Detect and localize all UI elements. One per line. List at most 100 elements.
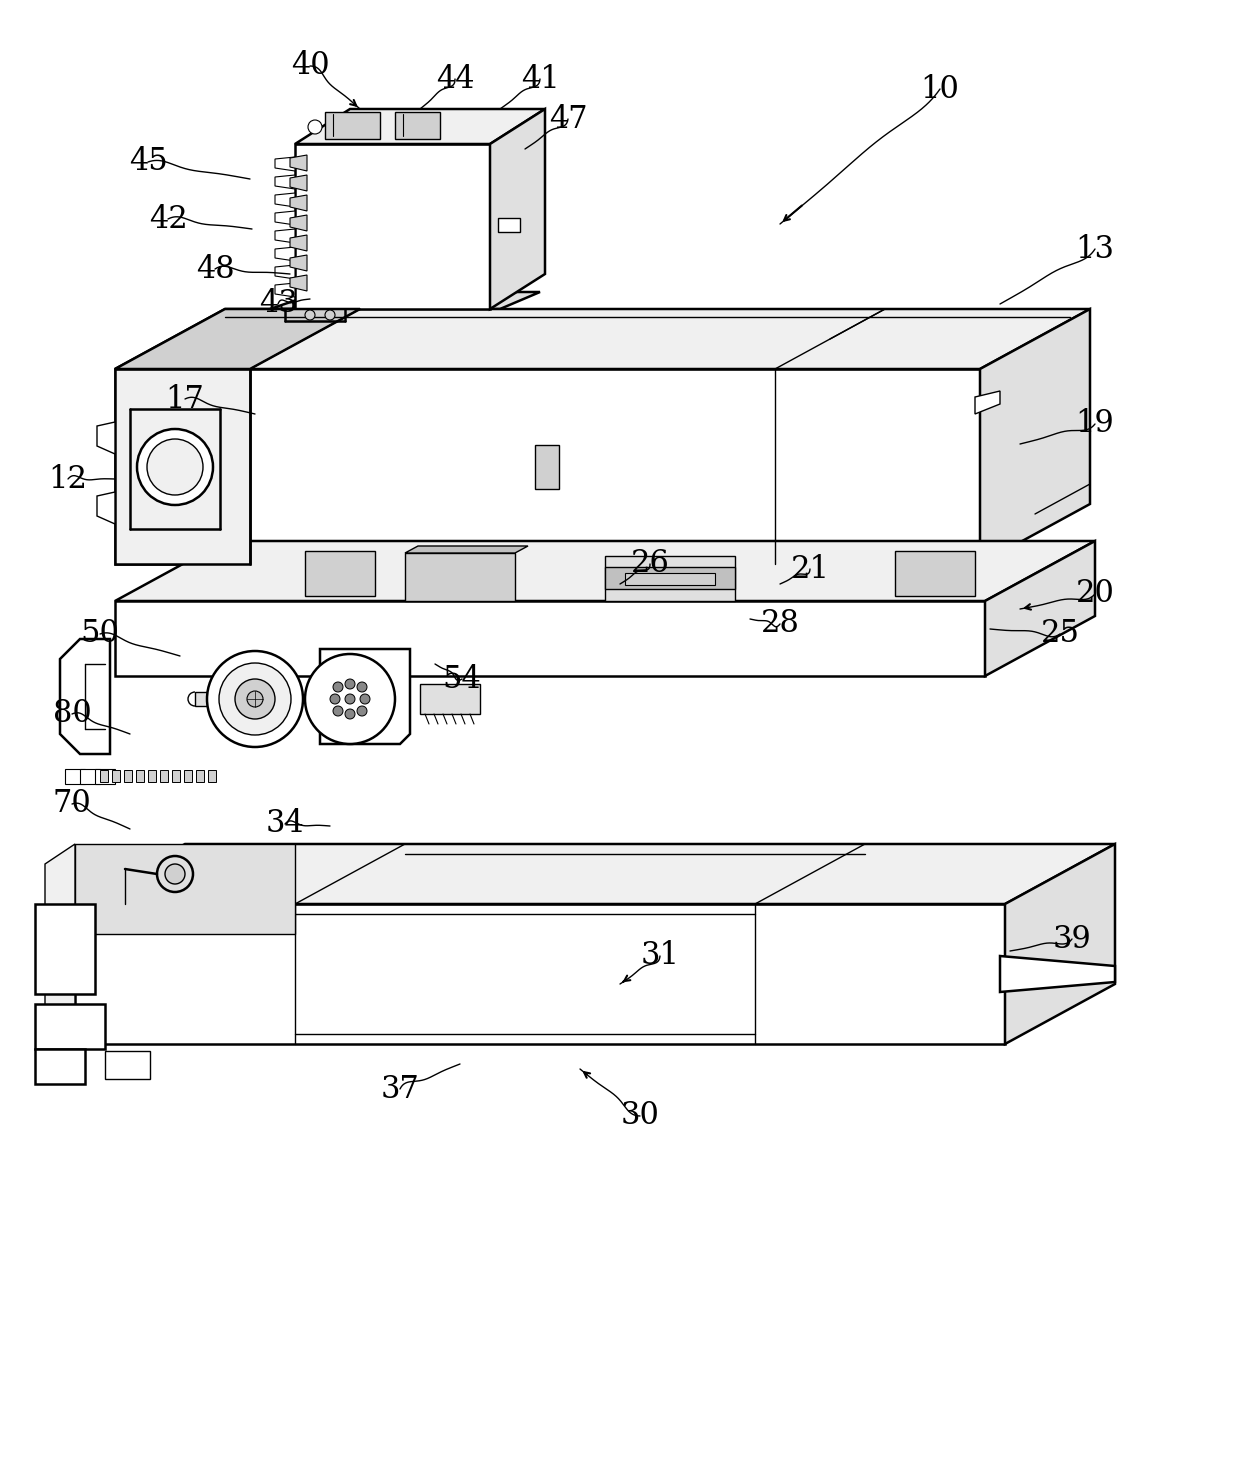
Polygon shape: [74, 845, 295, 934]
Polygon shape: [405, 546, 528, 553]
Bar: [305, 550, 374, 596]
Bar: [498, 218, 520, 231]
Circle shape: [308, 120, 322, 135]
Circle shape: [345, 679, 355, 690]
Polygon shape: [115, 309, 360, 369]
Text: 28: 28: [760, 609, 800, 640]
Bar: [100, 770, 108, 782]
Polygon shape: [81, 769, 100, 785]
Polygon shape: [980, 309, 1090, 564]
Polygon shape: [320, 649, 410, 744]
Polygon shape: [295, 108, 546, 143]
Text: 70: 70: [52, 789, 92, 820]
Circle shape: [357, 682, 367, 692]
Circle shape: [148, 439, 203, 495]
Polygon shape: [74, 903, 1004, 1044]
Polygon shape: [97, 422, 115, 454]
Text: 20: 20: [1075, 578, 1115, 609]
Polygon shape: [290, 195, 308, 211]
Polygon shape: [195, 692, 241, 706]
Text: 34: 34: [265, 808, 304, 839]
Text: 50: 50: [81, 618, 119, 650]
Polygon shape: [605, 556, 735, 602]
Bar: [105, 1051, 150, 1079]
Polygon shape: [275, 265, 295, 280]
Polygon shape: [95, 769, 115, 785]
Circle shape: [305, 310, 315, 321]
Bar: [124, 770, 131, 782]
Polygon shape: [290, 155, 308, 171]
Polygon shape: [115, 309, 1090, 369]
Polygon shape: [405, 553, 515, 602]
Bar: [148, 770, 156, 782]
Circle shape: [157, 856, 193, 892]
Polygon shape: [115, 369, 250, 564]
Polygon shape: [35, 903, 95, 994]
Polygon shape: [490, 108, 546, 309]
Circle shape: [207, 651, 303, 747]
Polygon shape: [999, 956, 1115, 993]
Polygon shape: [97, 492, 115, 524]
Circle shape: [330, 694, 340, 704]
Bar: [160, 770, 167, 782]
Bar: [136, 770, 144, 782]
Circle shape: [247, 691, 263, 707]
Polygon shape: [64, 769, 86, 785]
Polygon shape: [295, 143, 490, 309]
Polygon shape: [275, 157, 295, 171]
Bar: [325, 113, 379, 139]
Text: 48: 48: [196, 253, 234, 284]
Text: 21: 21: [791, 553, 830, 584]
Polygon shape: [975, 391, 999, 414]
Bar: [112, 770, 120, 782]
Circle shape: [305, 654, 396, 744]
Text: 45: 45: [129, 146, 167, 177]
Polygon shape: [275, 247, 295, 261]
Text: 41: 41: [521, 63, 559, 95]
Polygon shape: [420, 684, 480, 714]
Polygon shape: [270, 291, 539, 309]
Polygon shape: [74, 845, 1115, 903]
Circle shape: [345, 709, 355, 719]
Bar: [396, 113, 440, 139]
Circle shape: [334, 682, 343, 692]
Polygon shape: [290, 215, 308, 231]
Polygon shape: [290, 176, 308, 190]
Bar: [196, 770, 205, 782]
Text: 80: 80: [52, 698, 92, 729]
Bar: [35, 1050, 86, 1083]
Text: 54: 54: [443, 663, 481, 694]
Text: 26: 26: [631, 549, 670, 580]
Text: 10: 10: [920, 73, 960, 104]
Polygon shape: [275, 176, 295, 189]
Polygon shape: [275, 228, 295, 243]
Polygon shape: [275, 211, 295, 225]
Text: 44: 44: [435, 63, 474, 95]
Polygon shape: [60, 638, 110, 754]
Text: 43: 43: [259, 288, 298, 319]
Polygon shape: [115, 369, 980, 564]
Bar: [184, 770, 192, 782]
Text: 47: 47: [548, 104, 588, 135]
Circle shape: [334, 706, 343, 716]
Text: 39: 39: [1053, 924, 1091, 955]
Polygon shape: [290, 275, 308, 291]
Bar: [172, 770, 180, 782]
Text: 42: 42: [149, 203, 187, 234]
Circle shape: [236, 679, 275, 719]
Circle shape: [360, 694, 370, 704]
Polygon shape: [1004, 845, 1115, 1044]
Text: 40: 40: [290, 50, 330, 82]
Circle shape: [165, 864, 185, 884]
Circle shape: [219, 663, 291, 735]
Bar: [895, 550, 975, 596]
Bar: [35, 1004, 105, 1050]
Text: 19: 19: [1075, 408, 1115, 439]
Circle shape: [345, 694, 355, 704]
Circle shape: [325, 310, 335, 321]
Text: 25: 25: [1040, 618, 1080, 650]
Polygon shape: [985, 542, 1095, 676]
Polygon shape: [115, 602, 985, 676]
Circle shape: [357, 706, 367, 716]
Text: 13: 13: [1075, 233, 1115, 265]
